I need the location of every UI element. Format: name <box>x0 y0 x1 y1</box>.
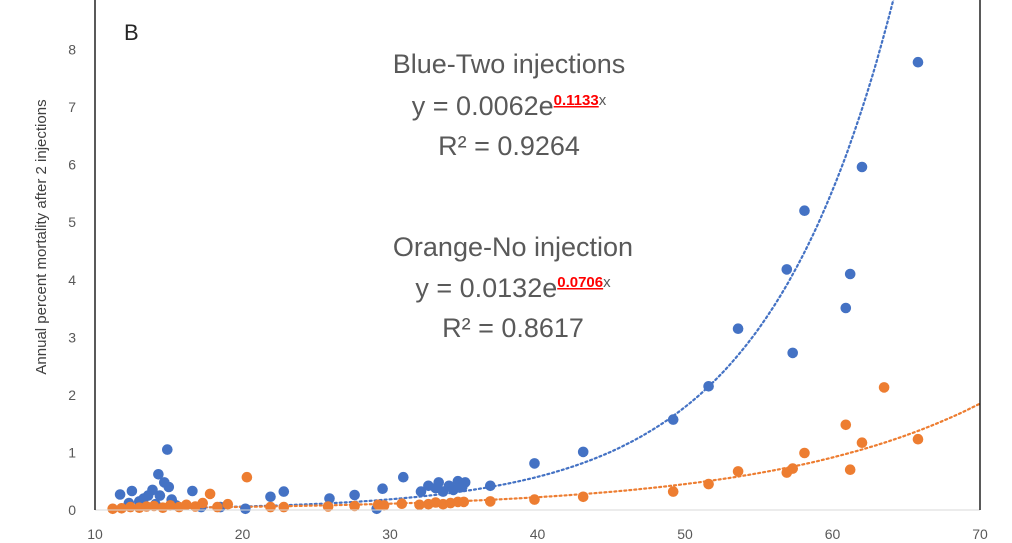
blue-data-point <box>448 484 459 496</box>
orange-data-point <box>378 500 390 511</box>
blue-data-point <box>703 381 714 392</box>
blue-data-point <box>529 458 540 469</box>
orange-data-point <box>485 496 496 507</box>
blue-data-point <box>459 477 471 488</box>
orange-data-point <box>107 503 118 515</box>
blue-data-point <box>844 268 856 280</box>
blue-data-point <box>398 471 409 483</box>
y-tick-label: 8 <box>68 42 76 58</box>
y-tick-label: 1 <box>68 444 76 460</box>
orange-data-point <box>577 491 589 503</box>
y-tick-label: 2 <box>68 387 76 403</box>
orange-data-point <box>278 501 290 513</box>
x-tick-label: 10 <box>87 526 103 542</box>
blue-data-point <box>781 264 793 275</box>
blue-data-point <box>415 486 427 497</box>
orange-data-point <box>732 466 744 477</box>
blue-data-point <box>912 56 924 68</box>
blue-data-point <box>154 490 166 501</box>
orange-data-point <box>322 501 334 512</box>
orange-r-squared: R² = 0.8617 <box>442 313 584 343</box>
blue-eq-coefficient: 0.1133 <box>554 92 599 109</box>
panel-label: B <box>124 20 139 45</box>
x-tick-label: 70 <box>972 526 988 542</box>
blue-eq-prefix: y = 0.0062e <box>412 91 554 121</box>
blue-data-point <box>126 485 138 497</box>
y-tick-label: 5 <box>68 214 76 230</box>
y-axis-label: Annual percent mortality after 2 injecti… <box>33 99 50 374</box>
x-tick-label: 50 <box>677 526 693 542</box>
y-tick-label: 6 <box>68 157 76 173</box>
blue-data-point <box>324 493 335 504</box>
orange-eq-prefix: y = 0.0132e <box>415 273 557 303</box>
blue-data-point <box>163 481 175 493</box>
orange-data-point <box>204 488 216 500</box>
orange-series-title: Orange-No injection <box>393 232 633 262</box>
y-tick-label: 7 <box>68 99 76 115</box>
orange-data-point <box>116 503 127 514</box>
blue-series-title: Blue-Two injections <box>393 49 626 79</box>
orange-data-point <box>197 497 208 509</box>
blue-data-point <box>153 469 164 480</box>
blue-data-point <box>147 484 158 496</box>
y-tick-label: 4 <box>68 272 76 288</box>
blue-data-point <box>349 489 360 501</box>
orange-trend-equation: y = 0.0132e0.0706x <box>415 273 611 303</box>
blue-data-point <box>162 444 173 455</box>
blue-eq-suffix: x <box>599 92 607 109</box>
orange-data-point <box>265 501 276 513</box>
blue-data-point <box>433 477 445 488</box>
blue-data-point <box>667 414 679 425</box>
orange-data-point <box>844 464 856 476</box>
orange-data-point <box>529 494 540 505</box>
orange-data-point <box>222 498 234 510</box>
orange-data-point <box>164 500 176 511</box>
orange-data-point <box>878 382 890 393</box>
blue-data-point <box>485 480 496 492</box>
orange-data-point <box>703 478 714 490</box>
blue-r-squared: R² = 0.9264 <box>438 131 580 161</box>
blue-data-point <box>856 161 868 173</box>
orange-data-point <box>212 501 223 513</box>
orange-eq-suffix: x <box>603 274 611 291</box>
orange-data-point <box>241 471 253 483</box>
orange-data-point <box>414 499 425 511</box>
x-tick-label: 30 <box>382 526 398 542</box>
blue-data-point <box>114 489 126 500</box>
orange-data-point <box>148 500 160 512</box>
blue-data-point <box>732 323 744 335</box>
blue-data-point <box>278 486 290 497</box>
orange-data-point <box>787 463 798 474</box>
blue-trend-equation: y = 0.0062e0.1133x <box>412 91 607 121</box>
blue-data-point <box>787 347 798 359</box>
blue-data-point <box>187 485 198 497</box>
orange-data-point <box>458 496 470 508</box>
y-tick-label: 3 <box>68 329 76 345</box>
blue-data-point <box>265 491 276 503</box>
orange-data-point <box>840 419 852 431</box>
x-tick-label: 40 <box>530 526 546 542</box>
orange-data-point <box>912 433 924 445</box>
blue-data-point <box>799 205 810 216</box>
orange-data-point <box>181 499 192 511</box>
orange-eq-coefficient: 0.0706 <box>557 274 603 291</box>
y-tick-label: 0 <box>68 502 76 518</box>
x-tick-label: 60 <box>825 526 841 542</box>
blue-data-point <box>577 446 589 458</box>
blue-data-point <box>840 302 852 314</box>
orange-trendline <box>108 402 982 510</box>
orange-data-point <box>349 500 360 512</box>
orange-data-point <box>856 437 868 449</box>
x-tick-label: 20 <box>235 526 251 542</box>
orange-data-point <box>396 498 408 510</box>
orange-data-point <box>799 447 810 459</box>
orange-data-point <box>667 486 679 497</box>
blue-data-point <box>377 483 388 495</box>
blue-data-point <box>240 503 251 515</box>
